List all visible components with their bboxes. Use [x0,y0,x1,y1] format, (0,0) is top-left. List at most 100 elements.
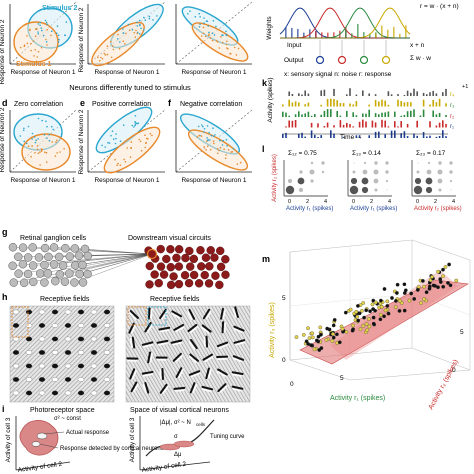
scatter-dot [65,21,68,23]
ganglion-cell [40,260,49,270]
gabor-dark [216,341,229,348]
ganglion-cell [65,269,74,278]
spike-bar [310,115,313,117]
m-point [441,267,445,272]
m-point [337,340,342,345]
gabor-light [188,355,197,363]
scatter-dot [222,34,224,36]
panel-a: Response of Neuron 2 Stimulus 2 Stimulus… [0,1,78,85]
scatter-dot [140,27,142,30]
ganglion-cell [65,252,75,261]
scatter-dot [215,25,217,28]
m-point [379,304,384,309]
spike-bar [333,125,335,128]
spike-bar [346,110,348,117]
rf-spot [90,363,98,369]
row2-xlabel-e: Response of Neuron 1 [94,177,159,184]
gabor-patch [159,368,164,380]
downstream-cell [185,246,194,256]
scatter-dot [213,142,215,145]
spike-bar [384,134,386,138]
gabor-patch [128,322,137,334]
legend-text: x: sensory signal n: noise r: response [284,71,392,78]
scatter-dot [36,145,39,147]
spike-bar [403,95,406,96]
gabor-light [232,388,242,392]
m-point [354,309,359,314]
downstream-cell [206,246,215,255]
gabor-dark [129,368,136,380]
spike-bar [381,112,383,117]
weight-bar [315,31,317,38]
spike-bar [410,110,412,117]
scatter-dot [45,38,47,41]
delta-sub: cells [196,422,206,427]
m-tick-x0: 0 [290,381,294,388]
scatter-dot [29,28,31,31]
gabor-dark [205,367,210,380]
gabor-dark [189,382,196,394]
gabor-light [205,310,212,320]
m-point [364,322,369,326]
spike-bar [314,114,316,117]
spike-bar [339,120,342,128]
spike-bar [422,109,425,117]
spike-bar [435,125,438,128]
scatter-dot [45,21,48,24]
ganglion-cell [78,278,88,287]
spike-bar [326,109,329,117]
scatter-dot [231,151,234,153]
gabor-light [156,359,167,361]
gabor-dark [202,308,211,320]
m-point [412,297,417,301]
receptive-fields-retina [9,305,115,403]
spike-bar [326,122,329,128]
spike-bar [288,120,290,128]
gabor-light [171,313,181,319]
scatter-dot [143,29,145,31]
gabor-dark [173,323,185,331]
spike-bar [301,114,303,117]
spike-bar [352,112,354,117]
bubble [297,177,305,185]
m-point [312,347,317,352]
downstream-cell [204,279,214,288]
spike-bar [429,121,431,128]
spike-bar [397,99,399,107]
scatter-dot [110,134,112,137]
scatter-dot [31,138,33,140]
bubble [361,177,369,185]
gabor-dark [156,339,169,344]
spike-bar [400,115,402,117]
scatter-dot [189,10,191,12]
m-point [398,298,402,303]
scatter-dot [114,142,117,145]
gabor-dark [129,310,139,319]
spike-bar [374,131,377,138]
spike-bar [304,136,306,138]
downstream-cell [196,246,205,255]
spike-bar [413,88,415,96]
row1-ylabel-a: Response of Neuron 2 [0,19,6,84]
weight-bar [393,26,395,38]
gabor-patch [187,308,196,320]
gabor-patch [189,382,197,394]
ganglion-cell [43,269,53,278]
r1-label: r₁ [450,124,454,130]
gabor-light [159,369,162,380]
retina-network [8,242,230,290]
row2-xlabel-f: Response of Neuron 1 [181,177,246,184]
gabor-dark [202,353,213,361]
scatter-dot [207,25,209,27]
scatter-dot [217,152,219,155]
spike-bar [426,94,428,96]
rf-spot [12,350,20,355]
spike-bar [365,113,367,117]
m-point [422,297,427,301]
scatter-dot [119,164,122,166]
gabor-patch [205,367,212,380]
scatter-dot [208,34,210,37]
m-point [368,309,372,314]
spike-bar [301,132,303,138]
weight-bar [297,28,299,38]
